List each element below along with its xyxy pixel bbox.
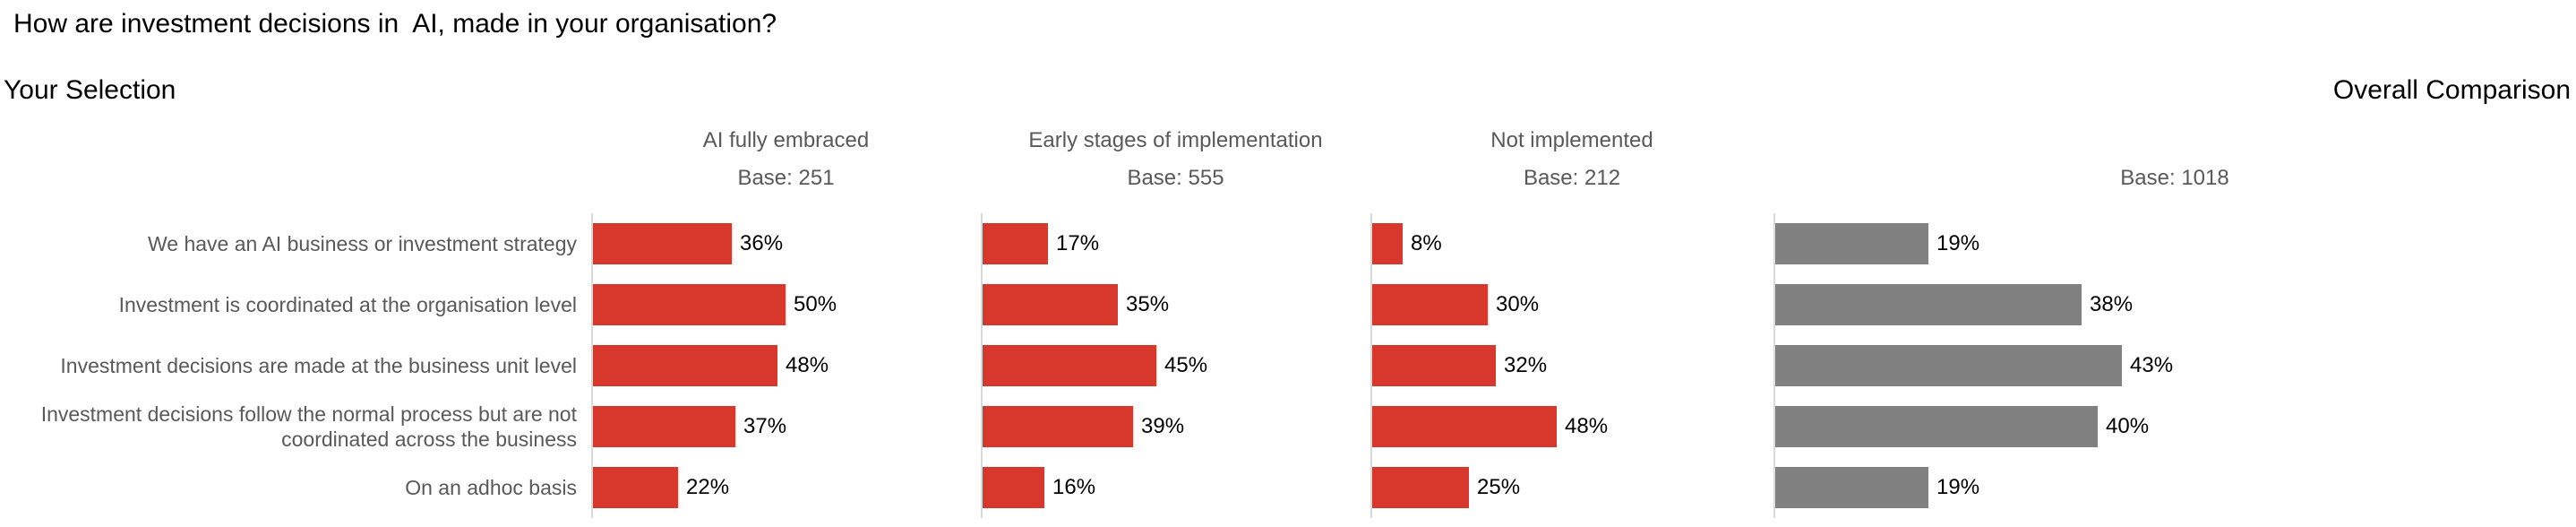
bar-row: 48% (1372, 396, 1773, 457)
bar-value-label: 22% (686, 475, 730, 499)
chart-body-row: We have an AI business or investment str… (0, 213, 2576, 518)
bar-value-label: 38% (2090, 292, 2134, 316)
bar-row: 39% (983, 396, 1370, 457)
bar-value-label: 48% (1565, 414, 1609, 438)
category-label: Investment decisions are made at the bus… (60, 354, 577, 377)
bar-row: 40% (1775, 396, 2576, 457)
bar-row: 32% (1372, 335, 1773, 396)
bar[interactable] (1372, 467, 1469, 508)
group-label (1773, 125, 2576, 156)
bar-value-label: 45% (1164, 353, 1208, 377)
group-label: AI fully embraced (702, 128, 870, 152)
bar-row: 48% (593, 335, 981, 396)
bar-row: 35% (983, 274, 1370, 335)
bar[interactable] (983, 467, 1044, 508)
category-label: On an adhoc basis (405, 476, 577, 499)
bar-value-label: 48% (786, 353, 829, 377)
bar-row: 50% (593, 274, 981, 335)
category-label: Investment is coordinated at the organis… (118, 293, 577, 316)
bar-chart: AI fully embraced Base: 251 Early stages… (0, 125, 2576, 518)
bar-row: 38% (1775, 274, 2576, 335)
bar-value-label: 40% (2106, 414, 2150, 438)
bar-value-label: 37% (743, 414, 787, 438)
category-label: We have an AI business or investment str… (148, 232, 577, 255)
bar-value-label: 25% (1477, 475, 1521, 499)
bar-row: 37% (593, 396, 981, 457)
base-label: Base: 1018 (2120, 166, 2229, 190)
base-label: Base: 555 (1127, 166, 1224, 190)
page-title: How are investment decisions in AI, made… (13, 9, 777, 39)
category-labels-column: We have an AI business or investment str… (0, 213, 591, 518)
chart-column-ai-fully-embraced: 36% 50% 48% 37% 22% (591, 213, 981, 518)
chart-column-early-stages: 17% 35% 45% 39% 16% (981, 213, 1370, 518)
bar-row: 17% (983, 213, 1370, 274)
bar[interactable] (593, 284, 786, 325)
chart-column-not-implemented: 8% 30% 32% 48% 25% (1370, 213, 1773, 518)
bar-value-label: 35% (1126, 292, 1170, 316)
bar[interactable] (1775, 223, 1928, 264)
bar-row: 45% (983, 335, 1370, 396)
bar[interactable] (983, 345, 1156, 386)
bar-value-label: 39% (1141, 414, 1185, 438)
bar[interactable] (1775, 284, 2082, 325)
chart-header-row: AI fully embraced Base: 251 Early stages… (0, 125, 2576, 192)
column-header-ai-fully-embraced: AI fully embraced Base: 251 (591, 125, 981, 192)
bar-row: 25% (1372, 457, 1773, 518)
group-label: Early stages of implementation (1028, 128, 1323, 152)
bar-row: 36% (593, 213, 981, 274)
bar-value-label: 8% (1411, 231, 1442, 255)
bar-value-label: 16% (1052, 475, 1096, 499)
bar-value-label: 36% (740, 231, 784, 255)
bar[interactable] (983, 223, 1048, 264)
bar[interactable] (1775, 345, 2122, 386)
bar[interactable] (1775, 467, 1928, 508)
base-label: Base: 212 (1523, 166, 1621, 190)
section-header-row: Your Selection Overall Comparison (4, 75, 2571, 106)
bar-value-label: 30% (1496, 292, 1540, 316)
bar[interactable] (593, 345, 777, 386)
bar-value-label: 19% (1936, 231, 1980, 255)
bar-row: 16% (983, 457, 1370, 518)
bar[interactable] (983, 284, 1118, 325)
bar-value-label: 32% (1504, 353, 1548, 377)
bar[interactable] (593, 223, 732, 264)
bar[interactable] (593, 467, 678, 508)
bar[interactable] (983, 406, 1133, 447)
bar-row: 19% (1775, 457, 2576, 518)
chart-column-overall: 19% 38% 43% 40% 19% (1773, 213, 2576, 518)
bar[interactable] (1372, 284, 1488, 325)
bar-value-label: 43% (2130, 353, 2174, 377)
bar[interactable] (1372, 223, 1403, 264)
section-title-your-selection: Your Selection (4, 75, 176, 105)
bar-value-label: 19% (1936, 475, 1980, 499)
bar-value-label: 17% (1056, 231, 1100, 255)
bar[interactable] (1372, 345, 1496, 386)
base-label: Base: 251 (737, 166, 835, 190)
bar[interactable] (1775, 406, 2098, 447)
section-title-overall-comparison: Overall Comparison (2332, 75, 2571, 105)
bar-value-label: 50% (794, 292, 837, 316)
column-header-overall: Base: 1018 (1773, 125, 2576, 192)
bar-row: 19% (1775, 213, 2576, 274)
bar-row: 30% (1372, 274, 1773, 335)
bar-row: 43% (1775, 335, 2576, 396)
header-spacer (0, 125, 591, 192)
bar-row: 8% (1372, 213, 1773, 274)
bar[interactable] (593, 406, 735, 447)
bar[interactable] (1372, 406, 1557, 447)
group-label: Not implemented (1490, 128, 1653, 152)
column-header-not-implemented: Not implemented Base: 212 (1370, 125, 1773, 192)
category-label: Investment decisions follow the normal p… (40, 402, 577, 451)
bar-row: 22% (593, 457, 981, 518)
column-header-early-stages: Early stages of implementation Base: 555 (981, 125, 1370, 192)
